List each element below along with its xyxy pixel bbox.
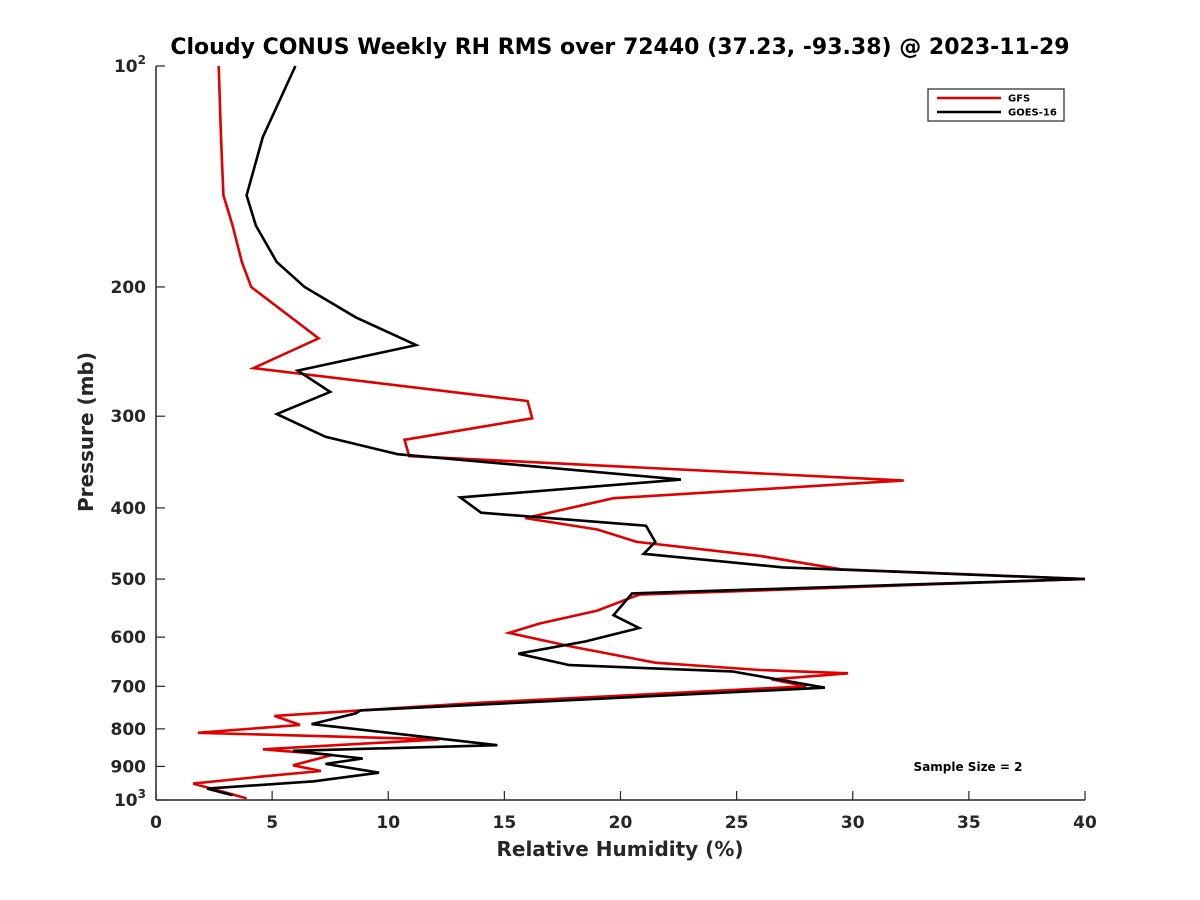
- y-tick-label: 102: [114, 53, 146, 77]
- x-axis-label: Relative Humidity (%): [496, 837, 743, 861]
- y-tick-label: 103: [114, 787, 146, 811]
- x-tick-label: 30: [841, 813, 865, 833]
- sample-size-annotation: Sample Size = 2: [914, 760, 1023, 774]
- legend-box: [927, 88, 1065, 122]
- x-tick-label: 35: [957, 813, 981, 833]
- y-tick-label: 400: [111, 499, 147, 519]
- chart-title: Cloudy CONUS Weekly RH RMS over 72440 (3…: [170, 35, 1069, 60]
- series-line-gfs: [192, 65, 1086, 800]
- series-group: [192, 65, 1086, 800]
- x-tick-label: 20: [609, 813, 633, 833]
- x-tick-label: 15: [493, 813, 517, 833]
- y-tick-label: 600: [111, 628, 147, 648]
- plot-area: [155, 66, 1085, 801]
- legend: GFS GOES-16: [927, 88, 1065, 122]
- y-tick-label: 500: [111, 570, 147, 590]
- y-tick-label: 800: [111, 720, 147, 740]
- x-axis-ticks: 0 5 10 15 20 25 30 35 40: [150, 791, 1097, 833]
- x-tick-label: 10: [376, 813, 400, 833]
- y-axis-label: Pressure (mb): [74, 352, 98, 512]
- x-tick-label: 25: [725, 813, 749, 833]
- y-tick-label: 200: [111, 278, 147, 298]
- y-tick-label: 300: [111, 407, 147, 427]
- x-tick-label: 0: [150, 813, 162, 833]
- y-tick-label: 900: [111, 757, 147, 777]
- series-line-goes-16: [206, 65, 1086, 797]
- legend-label: GOES-16: [1008, 108, 1057, 119]
- legend-label: GFS: [1008, 94, 1030, 105]
- x-tick-label: 40: [1073, 813, 1097, 833]
- y-axis-ticks: 102 200 300 400 500 600 700 800 900 103: [111, 53, 165, 811]
- y-tick-label: 700: [111, 677, 147, 697]
- x-tick-label: 5: [266, 813, 278, 833]
